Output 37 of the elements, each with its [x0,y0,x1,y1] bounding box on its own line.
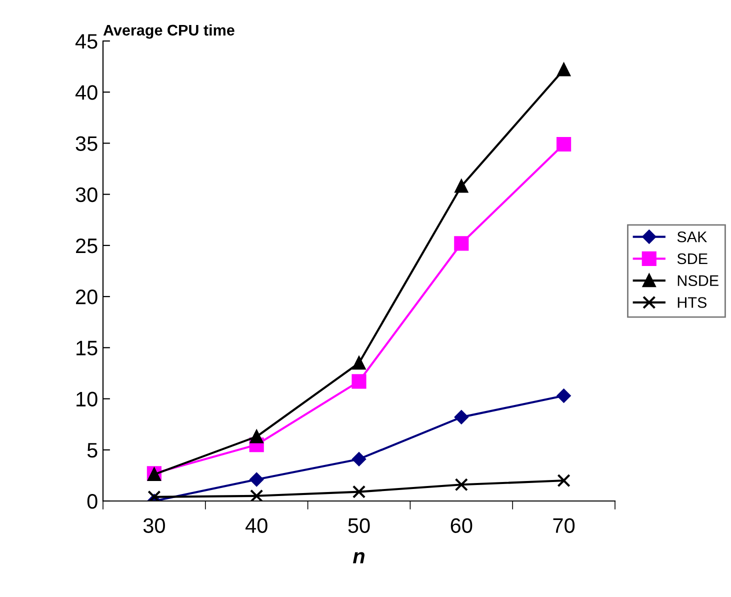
point [454,180,468,193]
x-tick-label: 30 [143,518,165,533]
x-tick-label: 60 [450,518,472,533]
point [557,63,570,76]
legend-label: SDE [677,253,708,264]
point [556,136,572,152]
point [148,490,161,501]
point [454,410,468,424]
y-tick-label: 15 [76,340,98,356]
y-tick-label: 0 [87,494,98,509]
chart-title: Average CPU time [103,24,234,39]
point [352,374,366,389]
point [454,236,469,251]
point [250,489,264,501]
x-tick-label: 40 [245,518,268,533]
y-tick-label: 45 [75,34,98,49]
point [250,472,264,486]
y-tick-label: 25 [76,238,98,254]
y-tick-label: 30 [76,187,98,202]
y-tick-label: 5 [87,443,98,458]
point [454,478,468,492]
point [352,452,366,466]
legend-label: HTS [678,297,706,308]
x-tick-label: 70 [553,518,575,533]
y-tick-label: 40 [75,85,98,100]
point [352,356,366,370]
x-axis-title: n [352,552,364,564]
point [352,485,366,498]
y-tick-label: 35 [76,136,98,151]
y-tick-label: 20 [76,290,98,304]
point [250,430,264,444]
x-tick-label: 50 [348,518,370,533]
legend-label: NSDE [678,275,718,286]
point [557,474,570,488]
legend-label: SAK [677,231,708,242]
y-tick-label: 10 [76,392,98,407]
point [556,388,571,403]
